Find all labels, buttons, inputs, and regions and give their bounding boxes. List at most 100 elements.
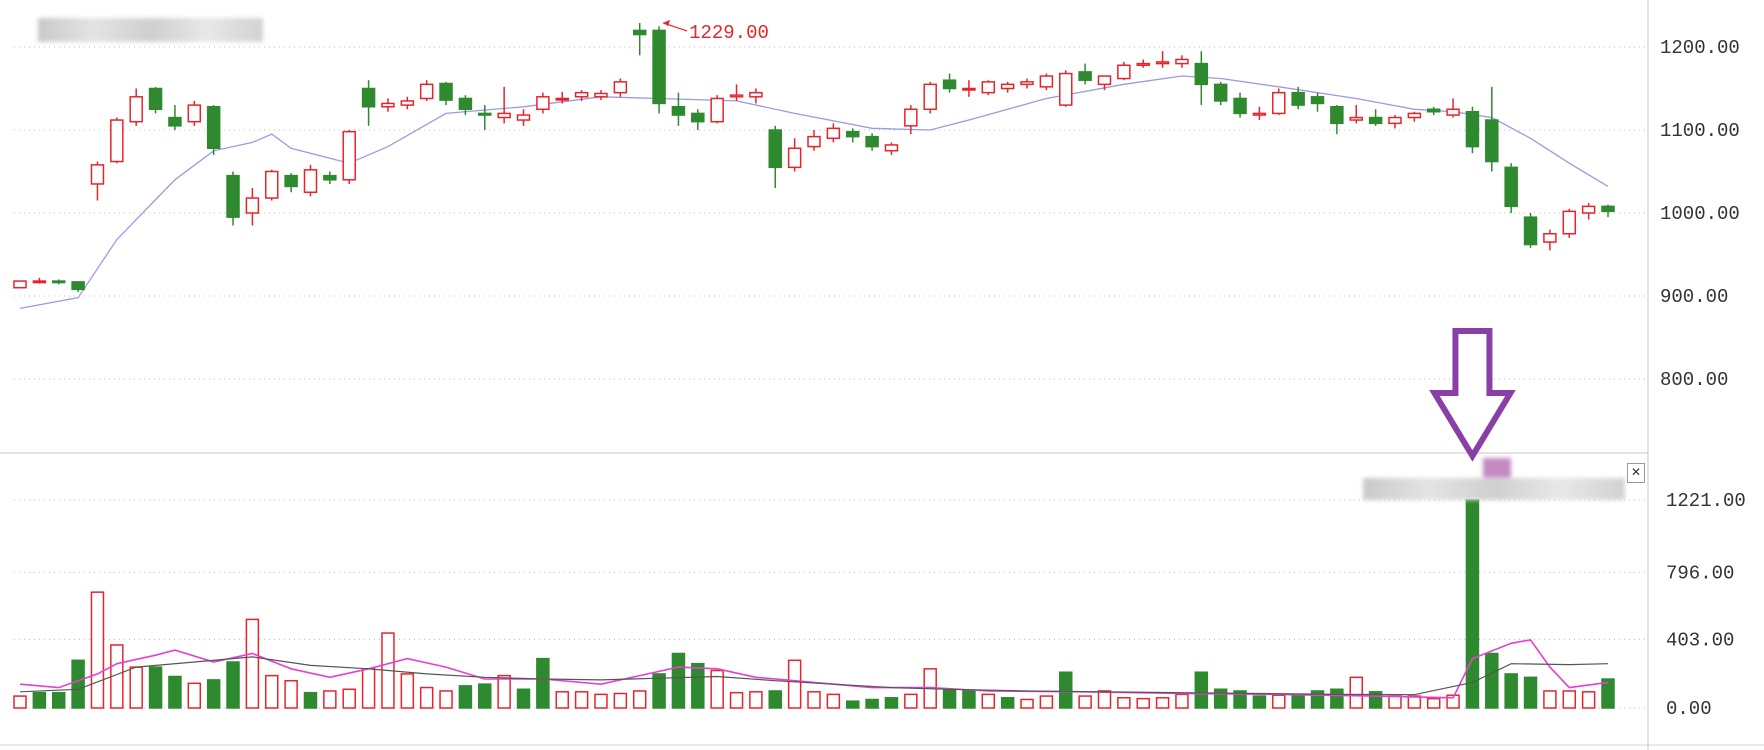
volume-bar — [1272, 694, 1286, 709]
volume-bar — [594, 693, 608, 709]
candle-body — [555, 97, 569, 101]
volume-bar — [516, 688, 531, 709]
volume-bar — [1194, 671, 1209, 709]
volume-tick-label: 796.00 — [1666, 562, 1734, 584]
volume-bar — [1000, 697, 1015, 709]
candle-body — [1330, 106, 1344, 125]
volume-bar — [361, 668, 376, 709]
candlesticks — [13, 22, 1615, 292]
close-icon[interactable]: ✕ — [1627, 463, 1645, 483]
blurred-title — [38, 18, 263, 42]
price-tick-label: 800.00 — [1660, 369, 1728, 391]
volume-bar — [691, 662, 705, 709]
volume-bar — [826, 693, 841, 709]
volume-bar — [1349, 676, 1363, 709]
candle-body — [13, 280, 27, 289]
volume-bar — [574, 691, 589, 709]
volume-bar — [1601, 678, 1615, 709]
candle-body — [1233, 97, 1247, 115]
volume-bar — [1485, 652, 1499, 709]
candle-body — [613, 81, 628, 94]
candle-body — [787, 147, 802, 169]
candle-body — [1446, 108, 1460, 116]
candle-body — [148, 87, 163, 110]
volume-tick-label: 1221.00 — [1666, 490, 1746, 512]
candle-body — [884, 144, 899, 152]
volume-bar — [90, 591, 105, 709]
candle-body — [1155, 61, 1170, 65]
candle-body — [1504, 166, 1518, 208]
candle-body — [1291, 91, 1305, 106]
candle-body — [1349, 116, 1363, 121]
volume-bar — [419, 686, 434, 709]
candle-body — [1581, 205, 1596, 214]
price-tick-label: 900.00 — [1660, 286, 1728, 308]
volume-bar — [1213, 688, 1228, 709]
candle-body — [1388, 116, 1402, 125]
volume-bar — [1581, 691, 1596, 709]
candle-body — [671, 106, 686, 116]
candle-body — [652, 29, 666, 105]
volume-bar — [1059, 671, 1073, 709]
candle-body — [1465, 110, 1480, 148]
candle-body — [1097, 75, 1112, 86]
volume-bar — [303, 691, 318, 709]
candle-body — [1310, 96, 1325, 105]
volume-bar — [1523, 676, 1538, 709]
volume-bar — [768, 690, 783, 709]
candle-body — [768, 129, 783, 169]
volume-bar — [284, 679, 298, 709]
volume-bar — [729, 691, 744, 709]
volume-bar — [787, 659, 802, 709]
volume-bar — [13, 695, 27, 709]
candle-body — [1601, 205, 1615, 213]
candle-body — [284, 174, 298, 188]
candle-body — [206, 106, 221, 150]
volume-bar — [865, 698, 879, 709]
candle-body — [749, 91, 763, 98]
candle-body — [32, 280, 47, 284]
price-moving-average-line — [19, 75, 1609, 310]
candle-body — [323, 174, 337, 181]
candle-body — [1485, 119, 1499, 163]
volume-bar — [1155, 697, 1170, 709]
candle-body — [1426, 108, 1441, 113]
candle-body — [845, 130, 860, 138]
candle-body — [1059, 72, 1073, 106]
candle-body — [865, 135, 879, 148]
candle-body — [1252, 112, 1267, 116]
candle-body — [1543, 233, 1557, 243]
volume-bar — [807, 691, 821, 709]
candle-body — [594, 92, 608, 98]
volume-bar — [342, 688, 356, 709]
volume-bar — [32, 691, 47, 709]
candle-body — [904, 108, 918, 127]
blurred-legend-highlight — [1483, 458, 1511, 478]
candle-body — [1562, 210, 1577, 235]
volume-bar — [884, 697, 899, 709]
volume-tick-label: 403.00 — [1666, 629, 1734, 651]
candle-body — [516, 114, 531, 121]
volume-ma-long-line — [19, 656, 1609, 696]
volume-bars — [13, 499, 1615, 709]
candle-body — [361, 87, 376, 108]
candle-body — [807, 135, 821, 148]
volume-bar — [962, 690, 976, 709]
candle-body — [632, 29, 647, 36]
candle-body — [1136, 62, 1150, 67]
candle-body — [458, 97, 473, 110]
volume-bar — [632, 690, 647, 709]
candle-body — [1175, 58, 1189, 65]
volume-bar — [942, 688, 957, 709]
volume-bar — [1291, 695, 1305, 709]
candle-body — [1272, 91, 1286, 115]
volume-bar — [1426, 697, 1441, 709]
volume-bar — [1020, 698, 1034, 709]
candle-body — [303, 169, 318, 193]
candle-body — [1194, 62, 1209, 86]
volume-bar — [1407, 695, 1422, 709]
candle-body — [942, 79, 957, 90]
volume-tick-label: 0.00 — [1666, 698, 1712, 720]
candle-body — [1407, 112, 1422, 119]
